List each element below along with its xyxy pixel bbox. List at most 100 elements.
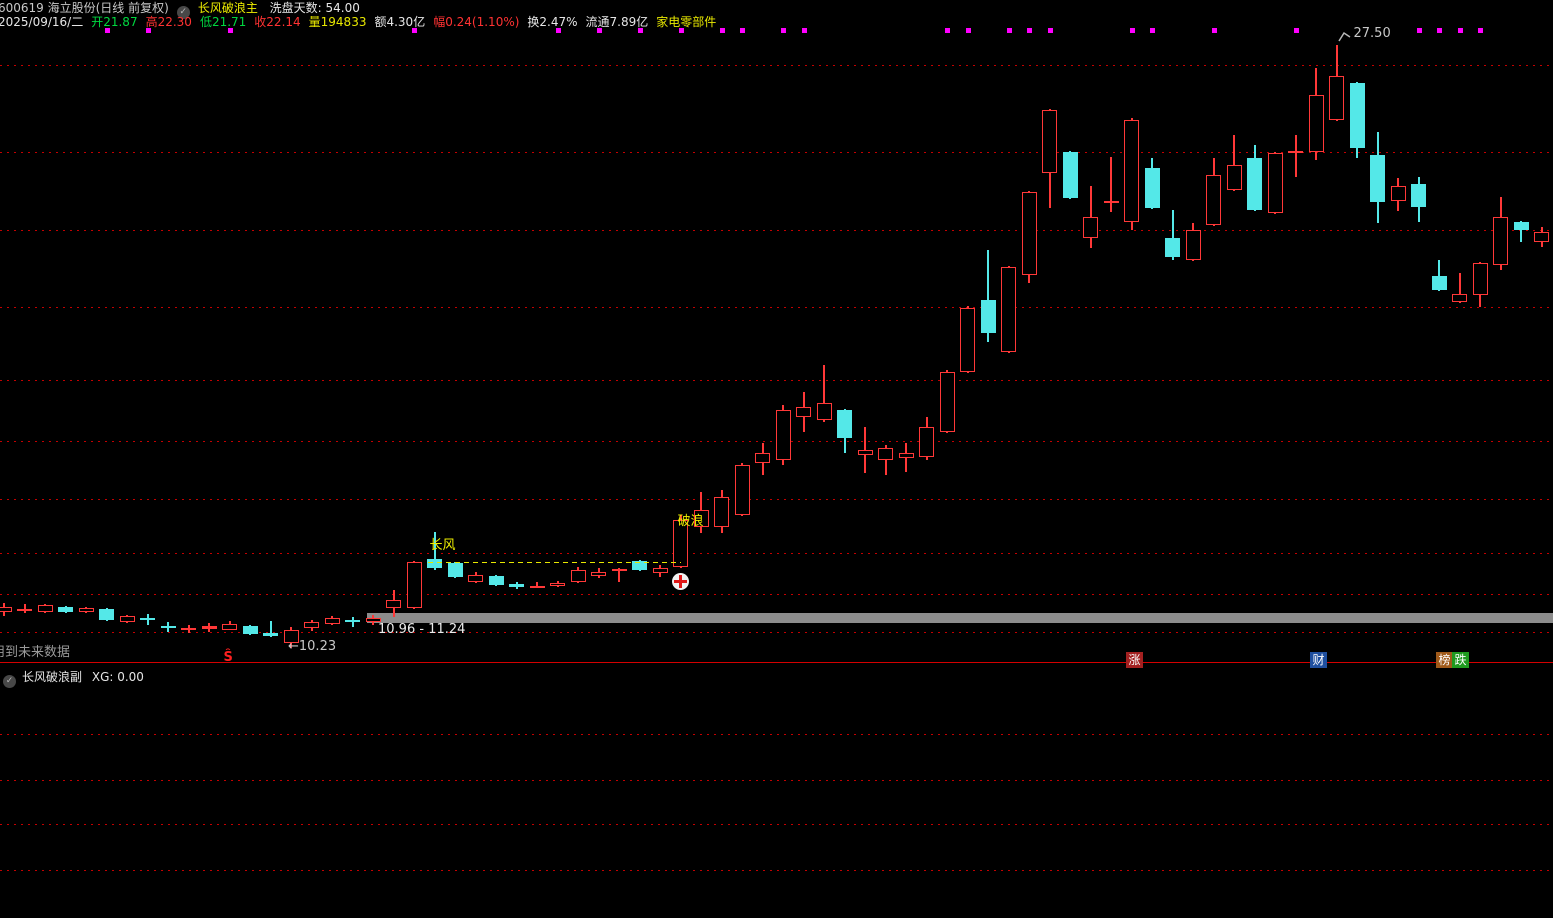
candle[interactable] — [365, 618, 381, 623]
footer-badge-3[interactable]: 榜 — [1436, 652, 1453, 668]
candle[interactable] — [0, 607, 12, 613]
signal-dot — [412, 28, 417, 33]
footer-badge-1[interactable]: 涨 — [1126, 652, 1143, 668]
sub-indicator-panel[interactable] — [0, 662, 1553, 918]
signal-dot — [227, 28, 233, 33]
footer-badge-2[interactable]: 财 — [1310, 652, 1327, 668]
candle[interactable] — [734, 465, 750, 515]
candle[interactable] — [242, 626, 258, 634]
candle[interactable] — [119, 615, 135, 623]
candle[interactable] — [1534, 232, 1549, 242]
candle[interactable] — [570, 570, 586, 583]
candle[interactable] — [1452, 294, 1467, 302]
indicator-collapse-icon[interactable]: ✓ — [176, 6, 190, 19]
candle-wick — [433, 532, 436, 571]
candle[interactable] — [1165, 238, 1180, 257]
indicator-collapse-icon[interactable]: ✓ — [3, 675, 16, 688]
candle-wick — [618, 568, 620, 583]
candle[interactable] — [693, 510, 709, 527]
candle[interactable] — [816, 402, 832, 420]
candle[interactable] — [837, 410, 852, 439]
candle[interactable] — [755, 452, 770, 463]
candle[interactable] — [345, 620, 360, 623]
candle[interactable] — [857, 450, 873, 455]
candle[interactable] — [1042, 109, 1057, 174]
candle[interactable] — [509, 584, 524, 588]
candle[interactable] — [980, 299, 996, 334]
candle[interactable] — [181, 628, 196, 631]
candle[interactable] — [1349, 83, 1365, 148]
candle[interactable] — [447, 563, 463, 578]
candle[interactable] — [160, 626, 176, 629]
candle[interactable] — [878, 447, 893, 461]
candle[interactable] — [37, 605, 53, 613]
candle[interactable] — [1472, 262, 1488, 295]
candle[interactable] — [1370, 155, 1385, 203]
candle[interactable] — [591, 572, 606, 576]
footer-badge-4[interactable]: 跌 — [1452, 652, 1469, 668]
candle[interactable] — [529, 585, 545, 588]
price-gridline — [0, 379, 1553, 381]
candle[interactable] — [898, 453, 914, 459]
candle[interactable] — [488, 576, 504, 586]
candle[interactable] — [406, 562, 422, 608]
candle[interactable] — [673, 519, 688, 567]
candle[interactable] — [201, 626, 217, 629]
candle[interactable] — [304, 622, 319, 629]
candle[interactable] — [1185, 230, 1201, 261]
candle[interactable] — [468, 575, 483, 583]
price-gridline — [0, 498, 1553, 500]
candle[interactable] — [775, 410, 791, 461]
candle[interactable] — [1411, 184, 1426, 207]
stock-title: 600619 海立股份(日线 前复权) — [0, 1, 169, 15]
candle[interactable] — [796, 407, 811, 417]
candle[interactable] — [99, 608, 114, 621]
candle[interactable] — [1124, 120, 1139, 223]
candle[interactable] — [386, 600, 401, 608]
candle-wick — [1458, 273, 1461, 303]
candle[interactable] — [1144, 167, 1160, 209]
candle[interactable] — [58, 607, 73, 613]
candle[interactable] — [78, 607, 94, 613]
signal-dot — [1006, 28, 1012, 33]
candle[interactable] — [714, 496, 729, 527]
candle[interactable] — [222, 623, 237, 630]
candle[interactable] — [1206, 174, 1221, 226]
candle[interactable] — [1267, 152, 1283, 213]
sub-gridline — [0, 734, 1553, 735]
sell-signal-marker: Ŝ — [223, 650, 233, 665]
candle[interactable] — [960, 307, 975, 373]
candle[interactable] — [1513, 222, 1529, 230]
candle[interactable] — [1062, 151, 1078, 198]
candle[interactable] — [1431, 276, 1447, 291]
candle-wick — [1110, 157, 1112, 212]
candle[interactable] — [550, 583, 565, 587]
candle[interactable] — [632, 561, 647, 571]
candle[interactable] — [283, 629, 299, 644]
candle[interactable] — [324, 618, 340, 624]
main-chart-panel[interactable]: 10.96 - 11.24 长风 破浪 ←10.23 27.50 用到未来数据 … — [0, 0, 1553, 665]
candle[interactable] — [939, 372, 955, 432]
candle[interactable] — [1493, 217, 1508, 265]
candle[interactable] — [1103, 201, 1119, 204]
candle[interactable] — [652, 568, 668, 573]
candle[interactable] — [1021, 192, 1037, 275]
candle[interactable] — [1390, 186, 1406, 202]
candle[interactable] — [1226, 165, 1242, 190]
candle[interactable] — [263, 633, 278, 637]
sub-indicator-name[interactable]: 长风破浪副 — [22, 670, 83, 684]
candle[interactable] — [427, 559, 442, 568]
candle[interactable] — [140, 617, 155, 620]
candle[interactable] — [1001, 267, 1016, 352]
panel-divider[interactable] — [0, 662, 1553, 663]
candle-wick — [823, 365, 825, 423]
candle[interactable] — [1083, 217, 1098, 239]
candle[interactable] — [919, 427, 934, 457]
candle[interactable] — [611, 569, 627, 572]
candle[interactable] — [1247, 158, 1262, 211]
candle[interactable] — [1288, 150, 1303, 154]
candle[interactable] — [1308, 94, 1324, 152]
main-indicator-name[interactable]: 长风破浪主 — [197, 1, 258, 15]
candle[interactable] — [1329, 76, 1344, 121]
candle[interactable] — [17, 608, 32, 611]
